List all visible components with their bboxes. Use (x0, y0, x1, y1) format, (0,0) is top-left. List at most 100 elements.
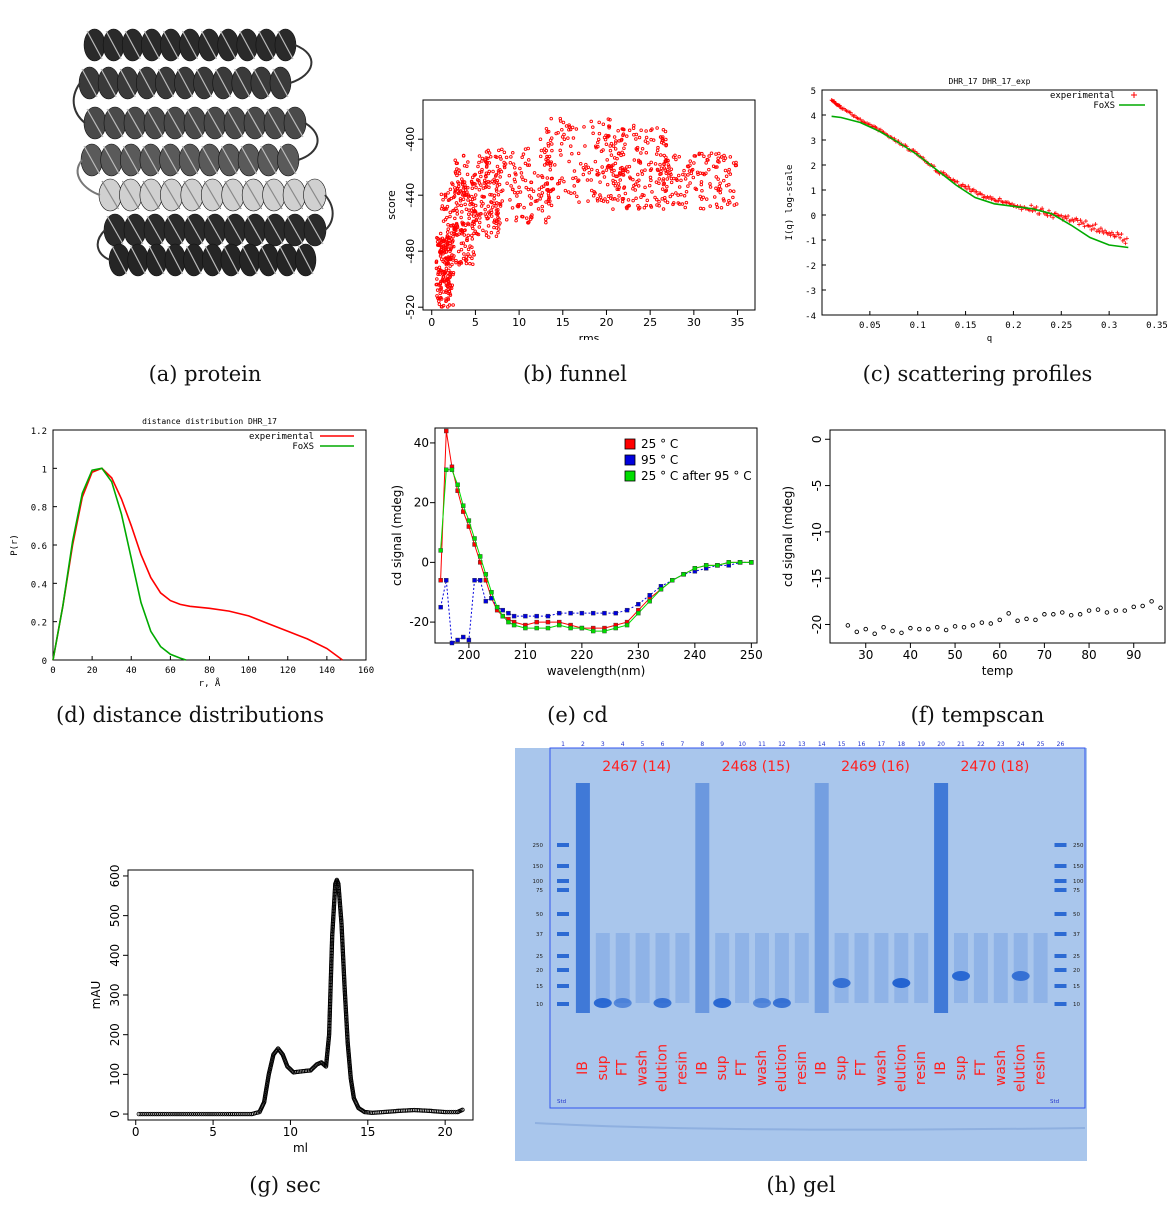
series-point (511, 622, 517, 628)
y-tick-label: 600 (108, 864, 122, 887)
sec-point (338, 917, 344, 922)
funnel-point (637, 160, 641, 164)
sec-point (329, 958, 334, 963)
y-tick-label: -3 (805, 287, 816, 297)
funnel-point (637, 135, 642, 140)
funnel-point (704, 171, 708, 175)
funnel-point (438, 231, 443, 236)
sec-point (343, 1000, 348, 1005)
lane-label: FT (854, 1059, 870, 1076)
funnel-point (616, 187, 621, 192)
series-point (726, 560, 731, 565)
funnel-point (521, 152, 526, 156)
funnel-point (656, 145, 660, 150)
series-point (472, 536, 477, 541)
funnel-point (526, 158, 531, 162)
funnel-point (581, 172, 586, 177)
loop (72, 82, 86, 124)
lane-number: 24 (1017, 741, 1025, 748)
funnel-point (500, 147, 504, 152)
sec-point (340, 940, 345, 945)
sec-point (330, 933, 335, 938)
y-tick-label: 0 (811, 212, 816, 222)
series-line (440, 561, 752, 644)
sec-point (340, 941, 345, 946)
helix-highlight (234, 68, 251, 98)
funnel-point (717, 184, 722, 189)
sec-point (340, 953, 346, 958)
funnel-point (548, 161, 553, 166)
x-axis-label: q (987, 334, 992, 344)
funnel-point (527, 163, 532, 167)
x-tick-label: 60 (165, 666, 176, 676)
funnel-point (500, 199, 504, 203)
funnel-point (709, 151, 714, 155)
y-tick-label: 0.4 (31, 580, 47, 590)
funnel-point (448, 257, 452, 262)
sec-point (328, 968, 334, 973)
funnel-point (668, 194, 673, 199)
product-band (832, 978, 851, 988)
experimental-points (829, 98, 1129, 246)
temp-point (1158, 605, 1163, 611)
funnel-point (487, 151, 492, 155)
sec-point (345, 1033, 350, 1038)
sec-point (341, 966, 346, 971)
marker-band (1054, 843, 1067, 847)
funnel-point (682, 168, 686, 173)
sec-point (447, 1109, 452, 1115)
marker-label-left: 20 (536, 968, 543, 974)
series-point (472, 578, 477, 583)
y-tick-label: 0 (810, 435, 824, 443)
funnel-point (572, 191, 577, 195)
sec-point (343, 996, 348, 1001)
funnel-point (686, 165, 691, 169)
funnel-point (719, 205, 724, 210)
funnel-point (617, 171, 622, 175)
funnel-point (453, 216, 457, 221)
helix-highlight (226, 108, 244, 138)
funnel-point (498, 175, 502, 179)
sec-point (330, 921, 336, 927)
helix-highlight (266, 108, 284, 138)
helix-highlight (86, 108, 104, 138)
funnel-point (445, 215, 449, 220)
lane-smear (1033, 933, 1048, 1003)
y-tick-label: 300 (108, 984, 122, 1007)
helix-highlight (306, 215, 324, 245)
funnel-point (576, 151, 581, 156)
funnel-point (671, 155, 676, 159)
funnel-point (591, 193, 596, 198)
lane-label: IB (814, 1061, 830, 1075)
funnel-point (584, 162, 588, 167)
sec-point (343, 1007, 349, 1013)
funnel-point (728, 155, 733, 159)
funnel-point (722, 178, 726, 183)
funnel-point (461, 256, 466, 261)
funnel-point (512, 177, 517, 182)
funnel-point (621, 133, 625, 138)
sec-point (218, 1111, 223, 1117)
series-point (636, 610, 641, 616)
funnel-point (492, 193, 497, 198)
series-point (557, 610, 562, 616)
funnel-point (654, 197, 659, 202)
funnel-point (443, 270, 448, 274)
funnel-point (497, 217, 501, 221)
experimental-point (1101, 231, 1106, 236)
funnel-point (496, 171, 501, 175)
funnel-point (486, 235, 491, 239)
lane-label: wash (635, 1050, 651, 1086)
y-tick-label: 1 (811, 187, 816, 197)
marker-band (557, 1002, 569, 1006)
funnel-point (570, 125, 575, 130)
x-tick-label: 240 (683, 648, 706, 662)
funnel-point (665, 177, 670, 181)
funnel-point (509, 155, 513, 159)
series-point (444, 578, 449, 583)
funnel-point (461, 197, 466, 202)
series-point (624, 607, 630, 613)
legend-label: 95 ° C (641, 453, 678, 467)
funnel-point (711, 164, 716, 168)
x-tick-label: 0.25 (1050, 321, 1072, 331)
